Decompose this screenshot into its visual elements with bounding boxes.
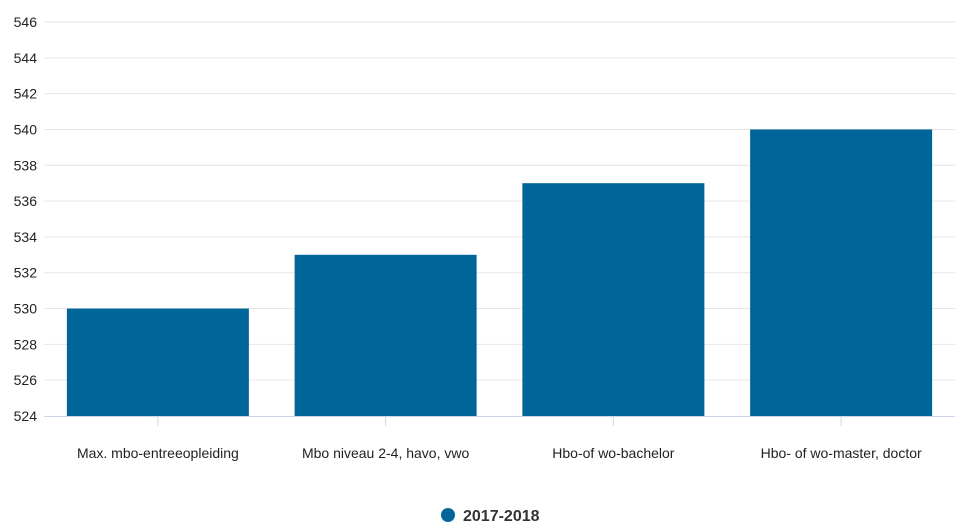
y-tick-label: 534 — [14, 229, 38, 245]
y-tick-label: 526 — [14, 372, 38, 388]
y-tick-label: 542 — [14, 86, 38, 102]
y-tick-label: 538 — [14, 157, 38, 173]
legend-label[interactable]: 2017-2018 — [463, 508, 540, 525]
x-axis-labels: Max. mbo-entreeopleiding Mbo niveau 2-4, … — [77, 445, 922, 461]
x-category-label: Max. mbo-entreeopleiding — [77, 445, 239, 461]
x-category-label: Mbo niveau 2-4, havo, vwo — [302, 445, 470, 461]
y-tick-label: 532 — [14, 265, 38, 281]
y-tick-label: 536 — [14, 193, 38, 209]
bar[interactable] — [522, 183, 705, 416]
x-category-label: Hbo-of wo-bachelor — [552, 445, 675, 461]
y-tick-label: 544 — [14, 50, 38, 66]
y-tick-label: 546 — [14, 14, 38, 30]
bars — [66, 129, 933, 417]
bar[interactable] — [66, 308, 249, 416]
x-category-label: Hbo- of wo-master, doctor — [761, 445, 922, 461]
y-axis-ticks: 524 526 528 530 532 534 536 538 540 542 544 546 — [14, 14, 38, 424]
legend[interactable]: 2017-2018 — [441, 508, 540, 525]
bar[interactable] — [294, 254, 477, 416]
legend-marker[interactable] — [441, 508, 455, 522]
y-tick-label: 530 — [14, 301, 38, 317]
bar[interactable] — [750, 129, 933, 417]
x-axis — [44, 416, 955, 426]
y-tick-label: 524 — [14, 408, 38, 424]
y-tick-label: 528 — [14, 336, 38, 352]
y-tick-label: 540 — [14, 121, 38, 137]
